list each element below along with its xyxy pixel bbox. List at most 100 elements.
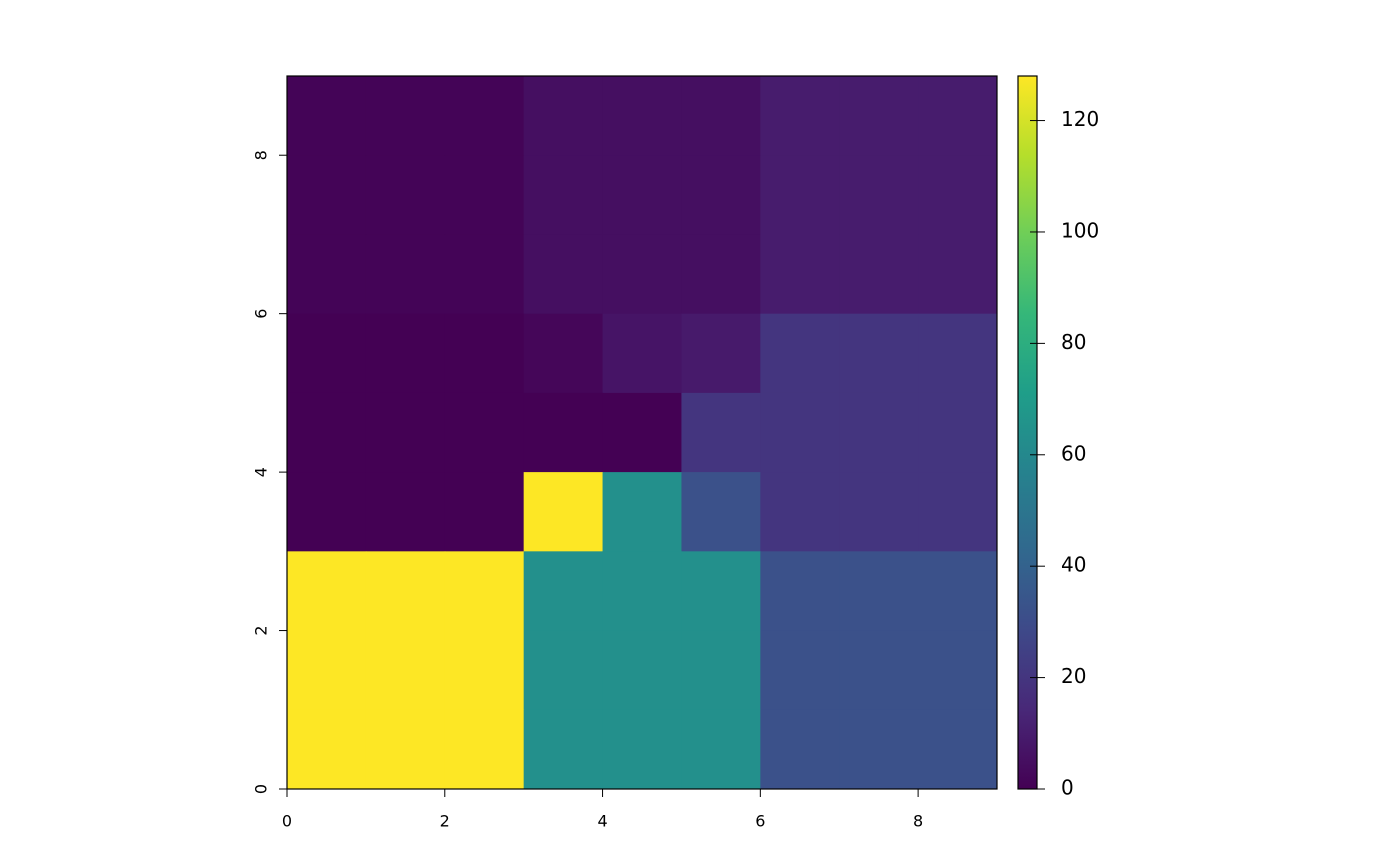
cell (523, 76, 604, 156)
cell (760, 630, 840, 711)
cell (287, 234, 367, 315)
colorbar-tick-label: 0 (1061, 776, 1074, 800)
x-tick-label: 4 (597, 812, 607, 831)
colorbar (1017, 75, 1038, 790)
cell (523, 392, 604, 473)
cell (602, 392, 682, 473)
cell (287, 313, 367, 394)
cell (918, 234, 998, 315)
cell (760, 392, 840, 473)
cell (365, 234, 446, 315)
cell (681, 313, 761, 394)
cell (523, 551, 604, 632)
cell (365, 551, 446, 632)
colorbar-tick-label: 40 (1061, 553, 1086, 577)
cell (365, 392, 446, 473)
cell (839, 313, 919, 394)
cell (918, 551, 998, 632)
cell (602, 551, 682, 632)
cell (523, 709, 604, 790)
colorbar-tick-label: 60 (1061, 441, 1086, 465)
cell (287, 551, 367, 632)
plot-frame (286, 75, 998, 790)
cell (760, 155, 840, 235)
colorbar-tick-label: 20 (1061, 664, 1086, 688)
cell (444, 155, 525, 235)
y-tick-label: 6 (252, 309, 271, 319)
cell (760, 709, 840, 790)
cell (839, 551, 919, 632)
y-tick-label: 8 (252, 150, 271, 160)
cell (839, 392, 919, 473)
cell (760, 313, 840, 394)
cell (760, 551, 840, 632)
cell (287, 155, 367, 235)
cell (681, 392, 761, 473)
cell (365, 76, 446, 156)
cell (523, 234, 604, 315)
cell (444, 472, 525, 552)
cell (602, 155, 682, 235)
colorbar-tick-label: 100 (1061, 218, 1099, 242)
cell (681, 630, 761, 711)
cell (760, 234, 840, 315)
y-tick-label: 4 (252, 467, 271, 477)
cell (444, 234, 525, 315)
colorbar-tick-label: 120 (1061, 107, 1099, 131)
cell (523, 313, 604, 394)
cell (444, 551, 525, 632)
cell (681, 234, 761, 315)
cell (681, 472, 761, 552)
cell (918, 313, 998, 394)
cell (918, 630, 998, 711)
cell (602, 76, 682, 156)
cell (839, 630, 919, 711)
cell (444, 392, 525, 473)
x-tick-label: 8 (913, 812, 923, 831)
cell (918, 709, 998, 790)
cell (444, 709, 525, 790)
cell (523, 630, 604, 711)
cell (602, 234, 682, 315)
cell (918, 76, 998, 156)
cell (365, 709, 446, 790)
cell (287, 76, 367, 156)
x-tick-label: 2 (440, 812, 450, 831)
y-tick-label: 2 (252, 625, 271, 635)
cell (681, 155, 761, 235)
cell (365, 155, 446, 235)
cell (287, 709, 367, 790)
cell (839, 155, 919, 235)
cell (287, 392, 367, 473)
cell (444, 630, 525, 711)
cell (287, 472, 367, 552)
cell (681, 551, 761, 632)
cell (365, 472, 446, 552)
cell (444, 313, 525, 394)
cell (444, 76, 525, 156)
cell (839, 76, 919, 156)
cell (602, 472, 682, 552)
cell (602, 709, 682, 790)
cell (918, 155, 998, 235)
colorbar-tick-label: 80 (1061, 330, 1086, 354)
cell (602, 630, 682, 711)
x-tick-label: 0 (282, 812, 292, 831)
cell (918, 472, 998, 552)
cell (602, 313, 682, 394)
cell (523, 472, 604, 552)
y-tick-label: 0 (252, 784, 271, 794)
cell (365, 313, 446, 394)
cell (760, 472, 840, 552)
cell (918, 392, 998, 473)
cell (523, 155, 604, 235)
cell (760, 76, 840, 156)
cell (839, 234, 919, 315)
cell (839, 472, 919, 552)
cell (681, 76, 761, 156)
cell (365, 630, 446, 711)
cell (287, 630, 367, 711)
cell (839, 709, 919, 790)
x-tick-label: 6 (755, 812, 765, 831)
